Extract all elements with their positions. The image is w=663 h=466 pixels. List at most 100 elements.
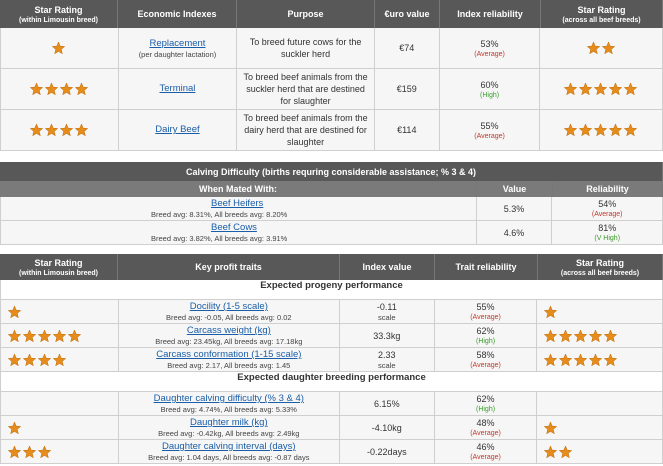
header-title: Star Rating xyxy=(34,257,83,268)
reliability: 62% xyxy=(476,326,495,336)
index-link[interactable]: Terminal xyxy=(159,83,196,94)
cell xyxy=(537,392,662,415)
title-cell: Calving Difficulty (births requring cons… xyxy=(0,162,663,181)
trait-link[interactable]: Daughter milk (kg) xyxy=(190,417,268,428)
star xyxy=(74,123,89,137)
cell: Beef Cows Breed avg: 3.82%, All breeds av… xyxy=(1,221,477,244)
index-value: -0.22days xyxy=(367,446,407,457)
reliability: 54% xyxy=(598,199,617,209)
star xyxy=(7,328,22,342)
cell: -0.22days xyxy=(340,440,435,463)
star-rating xyxy=(544,420,558,434)
star xyxy=(7,420,22,434)
star-rating xyxy=(7,420,22,434)
star xyxy=(59,82,74,96)
star xyxy=(604,352,618,366)
title-row: Calving Difficulty (births requring cons… xyxy=(0,162,663,181)
reliability-level: (Average) xyxy=(470,314,501,321)
star xyxy=(544,420,558,434)
cell xyxy=(1,28,119,68)
reliability: 58% xyxy=(476,350,495,360)
trait-link[interactable]: Docility (1-5 scale) xyxy=(189,301,268,312)
cell xyxy=(537,440,662,463)
index-unit: scale xyxy=(378,361,396,370)
value: 4.6% xyxy=(503,227,525,238)
reliability-level: (Average) xyxy=(591,211,623,218)
cell: €74 xyxy=(375,28,440,68)
economic-index-table: Star Rating (within Limousin breed) Econom… xyxy=(0,0,663,151)
header-subtitle: (across all beef breeds) xyxy=(562,16,641,24)
star xyxy=(574,352,588,366)
cell: 81% (V High) xyxy=(552,221,662,244)
star xyxy=(52,41,66,55)
reliability-level: (V High) xyxy=(594,235,621,242)
star xyxy=(59,123,74,137)
mate-link[interactable]: Beef Cows xyxy=(211,222,257,233)
cell: Terminal xyxy=(119,69,238,109)
mate-link[interactable]: Beef Heifers xyxy=(211,198,264,209)
header-cell: Value xyxy=(477,181,553,197)
index-note: (per daughter lactation) xyxy=(138,49,217,59)
section-row: Expected daughter breeding performance xyxy=(0,372,663,392)
cell: Carcass conformation (1-15 scale) Breed a… xyxy=(119,348,340,371)
star xyxy=(7,444,22,458)
header-cell: €uro value xyxy=(375,0,440,28)
averages: Breed avg: 4.74%, All breeds avg: 5.33% xyxy=(160,405,297,414)
header-title: Star Rating xyxy=(34,4,83,15)
euro-value: €159 xyxy=(396,84,417,94)
header-title: Value xyxy=(502,184,527,194)
index-link[interactable]: Replacement xyxy=(149,37,206,49)
cell xyxy=(1,324,119,347)
trait-link[interactable]: Carcass weight (kg) xyxy=(186,325,271,336)
cell xyxy=(537,300,662,323)
header-cell: Star Rating (within Limousin breed) xyxy=(0,0,118,28)
star xyxy=(29,123,44,137)
reliability: 55% xyxy=(480,120,499,131)
star-rating xyxy=(544,328,618,342)
cell: To breed beef animals from the dairy her… xyxy=(237,110,375,150)
header-title: Trait reliability xyxy=(455,262,517,272)
star xyxy=(593,123,608,137)
header-title: Index reliability xyxy=(457,9,523,19)
cell: 53% (Average) xyxy=(440,28,541,68)
header-cell: When Mated With: xyxy=(0,181,477,197)
key-traits-table: Star Rating (within Limousin breed) Key pr… xyxy=(0,254,663,464)
star-rating xyxy=(563,82,638,96)
cell: 4.6% xyxy=(477,221,553,244)
star xyxy=(22,444,37,458)
star-rating xyxy=(52,41,66,55)
cell xyxy=(1,392,119,415)
cell: Beef Heifers Breed avg: 8.31%, All breeds… xyxy=(1,197,477,220)
purpose: To breed beef animals from the suckler h… xyxy=(243,72,368,106)
star xyxy=(559,444,573,458)
star xyxy=(601,41,616,55)
star-rating xyxy=(544,352,618,366)
trait-link[interactable]: Daughter calving interval (days) xyxy=(162,441,296,452)
header-row: Star Rating (within Limousin breed) Econom… xyxy=(0,0,663,28)
cell: Daughter calving interval (days) Breed av… xyxy=(119,440,340,463)
trait-link[interactable]: Daughter calving difficulty (% 3 & 4) xyxy=(153,393,304,404)
trait-link[interactable]: Carcass conformation (1-15 scale) xyxy=(156,349,302,360)
table-row: Carcass conformation (1-15 scale) Breed a… xyxy=(0,348,663,372)
star xyxy=(67,328,82,342)
header-subtitle: (across all beef breeds) xyxy=(560,269,640,277)
cell: Daughter milk (kg) Breed avg: -0.42kg, Al… xyxy=(119,416,340,439)
header-title: Star Rating xyxy=(577,4,626,15)
header-title: Key profit traits xyxy=(195,262,262,272)
averages: Breed avg: 8.31%, All breeds avg: 8.20% xyxy=(151,210,288,219)
cell: 2.33 scale xyxy=(340,348,435,371)
table-row: Docility (1-5 scale) Breed avg: -0.05, Al… xyxy=(0,300,663,324)
star xyxy=(589,328,603,342)
index-link[interactable]: Dairy Beef xyxy=(155,124,200,135)
star-rating xyxy=(7,352,67,366)
cell: €114 xyxy=(375,110,440,150)
cell: Docility (1-5 scale) Breed avg: -0.05, Al… xyxy=(119,300,340,323)
star xyxy=(37,444,52,458)
star-rating xyxy=(7,304,22,318)
cell: Carcass weight (kg) Breed avg: 23.45kg, A… xyxy=(119,324,340,347)
star xyxy=(563,123,578,137)
star xyxy=(586,41,601,55)
cell xyxy=(1,69,119,109)
cell xyxy=(537,348,662,371)
table-body: Beef Heifers Breed avg: 8.31%, All breeds… xyxy=(0,197,663,245)
